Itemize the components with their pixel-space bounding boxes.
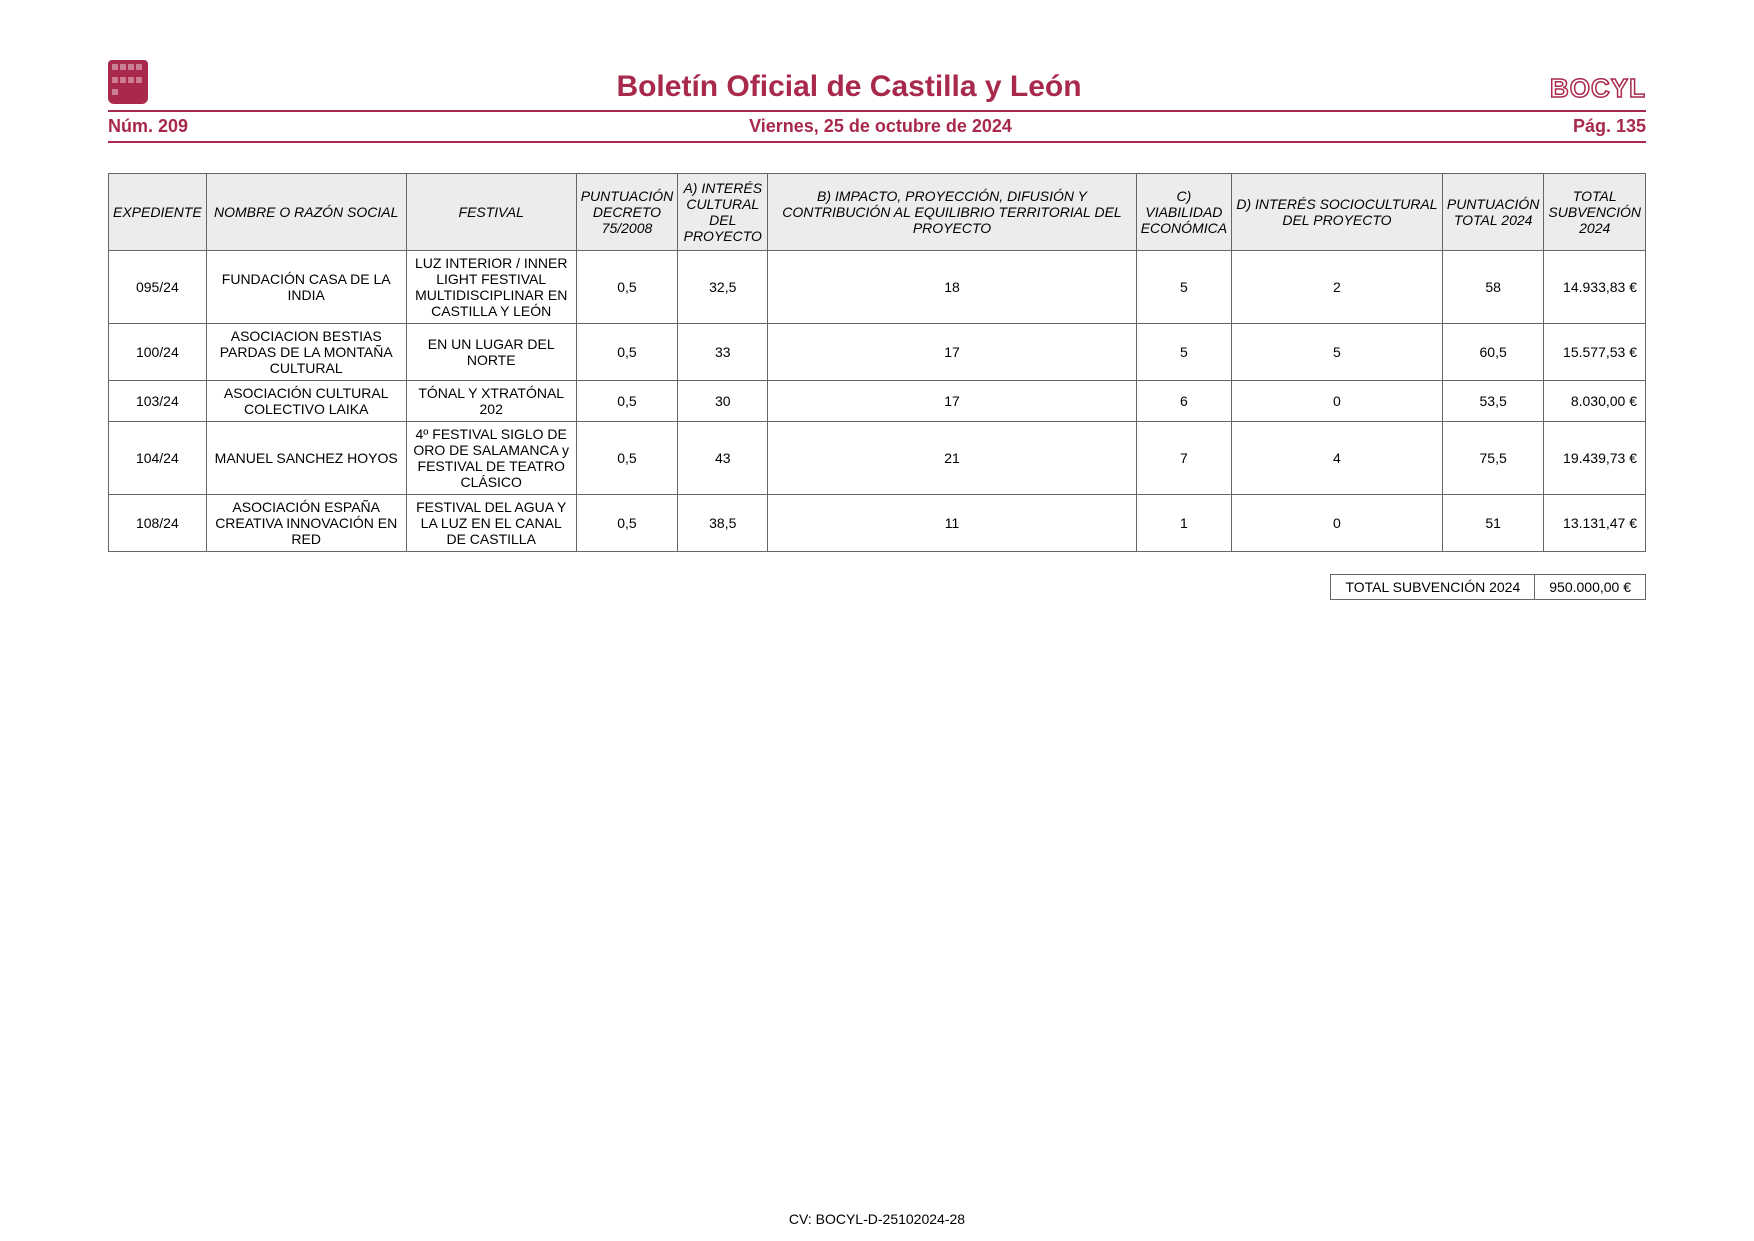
crest-icon (108, 60, 148, 104)
cell-p_total: 51 (1442, 495, 1544, 552)
cell-festival: TÓNAL Y XTRATÓNAL 202 (406, 381, 576, 422)
col-nombre: NOMBRE O RAZÓN SOCIAL (206, 174, 406, 251)
cell-sub: 13.131,47 € (1544, 495, 1646, 552)
col-puntuacion-decreto: PUNTUACIÓN DECRETO 75/2008 (576, 174, 678, 251)
cell-d: 2 (1232, 251, 1443, 324)
table-row: 108/24ASOCIACIÓN ESPAÑA CREATIVA INNOVAC… (109, 495, 1646, 552)
cell-a: 32,5 (678, 251, 768, 324)
cell-festival: 4º FESTIVAL SIGLO DE ORO DE SALAMANCA y … (406, 422, 576, 495)
cell-p_total: 60,5 (1442, 324, 1544, 381)
cell-c: 7 (1136, 422, 1231, 495)
totals-box: TOTAL SUBVENCIÓN 2024 950.000,00 € (1330, 574, 1646, 600)
cell-p_dec: 0,5 (576, 324, 678, 381)
cell-name: ASOCIACION BESTIAS PARDAS DE LA MONTAÑA … (206, 324, 406, 381)
subheader: Núm. 209 Viernes, 25 de octubre de 2024 … (108, 114, 1646, 139)
cell-d: 0 (1232, 495, 1443, 552)
cell-d: 5 (1232, 324, 1443, 381)
col-festival: FESTIVAL (406, 174, 576, 251)
cell-p_dec: 0,5 (576, 381, 678, 422)
cell-a: 43 (678, 422, 768, 495)
cell-name: ASOCIACIÓN CULTURAL COLECTIVO LAIKA (206, 381, 406, 422)
totals-label: TOTAL SUBVENCIÓN 2024 (1331, 575, 1535, 600)
totals-value: 950.000,00 € (1535, 575, 1646, 600)
bocyl-logo: BOCYL (1550, 73, 1646, 104)
cell-d: 4 (1232, 422, 1443, 495)
cell-b: 17 (768, 324, 1136, 381)
cell-festival: LUZ INTERIOR / INNER LIGHT FESTIVAL MULT… (406, 251, 576, 324)
cell-p_dec: 0,5 (576, 251, 678, 324)
cell-c: 6 (1136, 381, 1231, 422)
cell-c: 5 (1136, 324, 1231, 381)
cell-festival: EN UN LUGAR DEL NORTE (406, 324, 576, 381)
table-row: 100/24ASOCIACION BESTIAS PARDAS DE LA MO… (109, 324, 1646, 381)
divider-top (108, 110, 1646, 112)
cell-name: ASOCIACIÓN ESPAÑA CREATIVA INNOVACIÓN EN… (206, 495, 406, 552)
issue-date: Viernes, 25 de octubre de 2024 (188, 116, 1573, 137)
table-row: 103/24ASOCIACIÓN CULTURAL COLECTIVO LAIK… (109, 381, 1646, 422)
footer-cv: CV: BOCYL-D-25102024-28 (0, 1211, 1754, 1227)
col-subvencion: TOTAL SUBVENCIÓN 2024 (1544, 174, 1646, 251)
col-expediente: EXPEDIENTE (109, 174, 207, 251)
issue-number: Núm. 209 (108, 116, 188, 137)
cell-exp: 095/24 (109, 251, 207, 324)
col-a: A) INTERÉS CULTURAL DEL PROYECTO (678, 174, 768, 251)
cell-b: 18 (768, 251, 1136, 324)
cell-p_total: 75,5 (1442, 422, 1544, 495)
table-row: 095/24FUNDACIÓN CASA DE LA INDIALUZ INTE… (109, 251, 1646, 324)
col-d: D) INTERÉS SOCIOCULTURAL DEL PROYECTO (1232, 174, 1443, 251)
cell-exp: 103/24 (109, 381, 207, 422)
divider-bottom (108, 141, 1646, 143)
cell-d: 0 (1232, 381, 1443, 422)
cell-b: 17 (768, 381, 1136, 422)
table-header: EXPEDIENTE NOMBRE O RAZÓN SOCIAL FESTIVA… (109, 174, 1646, 251)
table-row: 104/24MANUEL SANCHEZ HOYOS4º FESTIVAL SI… (109, 422, 1646, 495)
cell-festival: FESTIVAL DEL AGUA Y LA LUZ EN EL CANAL D… (406, 495, 576, 552)
col-puntuacion-total: PUNTUACIÓN TOTAL 2024 (1442, 174, 1544, 251)
page-content: Boletín Oficial de Castilla y León BOCYL… (0, 0, 1754, 552)
cell-p_dec: 0,5 (576, 422, 678, 495)
grants-table: EXPEDIENTE NOMBRE O RAZÓN SOCIAL FESTIVA… (108, 173, 1646, 552)
cell-c: 1 (1136, 495, 1231, 552)
cell-p_total: 53,5 (1442, 381, 1544, 422)
cell-a: 33 (678, 324, 768, 381)
col-b: B) IMPACTO, PROYECCIÓN, DIFUSIÓN Y CONTR… (768, 174, 1136, 251)
page-number: Pág. 135 (1573, 116, 1646, 137)
cell-c: 5 (1136, 251, 1231, 324)
cell-sub: 19.439,73 € (1544, 422, 1646, 495)
table-body: 095/24FUNDACIÓN CASA DE LA INDIALUZ INTE… (109, 251, 1646, 552)
col-c: C) VIABILIDAD ECONÓMICA (1136, 174, 1231, 251)
cell-p_dec: 0,5 (576, 495, 678, 552)
cell-b: 21 (768, 422, 1136, 495)
cell-exp: 104/24 (109, 422, 207, 495)
cell-b: 11 (768, 495, 1136, 552)
cell-exp: 100/24 (109, 324, 207, 381)
cell-sub: 15.577,53 € (1544, 324, 1646, 381)
cell-name: FUNDACIÓN CASA DE LA INDIA (206, 251, 406, 324)
cell-p_total: 58 (1442, 251, 1544, 324)
cell-a: 38,5 (678, 495, 768, 552)
publication-title: Boletín Oficial de Castilla y León (616, 70, 1081, 104)
cell-sub: 14.933,83 € (1544, 251, 1646, 324)
cell-exp: 108/24 (109, 495, 207, 552)
masthead: Boletín Oficial de Castilla y León BOCYL (108, 60, 1646, 104)
cell-a: 30 (678, 381, 768, 422)
cell-sub: 8.030,00 € (1544, 381, 1646, 422)
cell-name: MANUEL SANCHEZ HOYOS (206, 422, 406, 495)
